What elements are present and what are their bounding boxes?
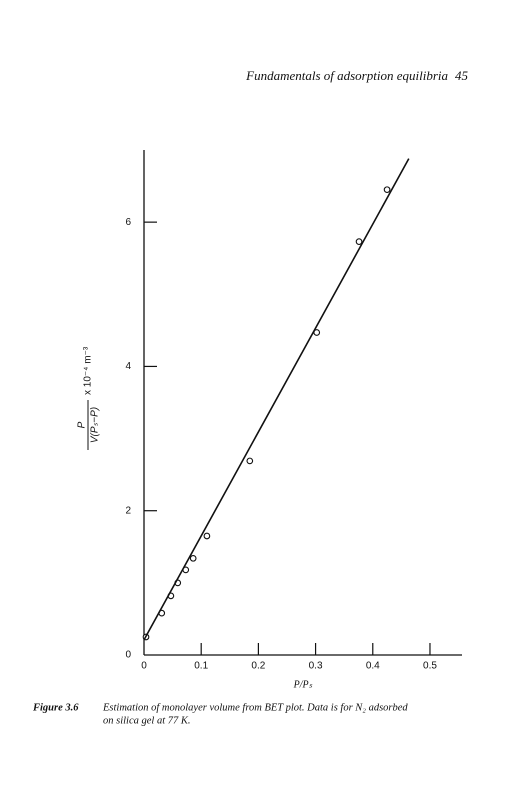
caption-label: Figure 3.6 — [32, 702, 79, 713]
x-tick-label: 0.2 — [251, 661, 265, 672]
data-point — [203, 532, 211, 540]
data-point — [383, 186, 391, 194]
page-number: 45 — [455, 68, 469, 83]
y-label-denominator: V(Pₛ−P) — [90, 407, 101, 443]
running-head: Fundamentals of adsorption equilibria — [245, 68, 448, 83]
data-point — [246, 457, 254, 465]
y-label-factor: x 10⁻⁴ m⁻³ — [83, 346, 94, 395]
x-tick-label: 0.3 — [309, 661, 323, 672]
x-tick-label: 0.5 — [423, 661, 437, 672]
caption-line: on silica gel at 77 K. — [103, 715, 191, 726]
y-tick-label: 6 — [125, 217, 131, 228]
data-point — [189, 554, 197, 562]
x-tick-label: 0 — [141, 661, 147, 672]
y-axis-label: P V(Pₛ−P) x 10⁻⁴ m⁻³ — [77, 346, 101, 450]
caption-line: Estimation of monolayer volume from BET … — [102, 702, 408, 713]
y-label-numerator: P — [77, 421, 88, 428]
data-point — [355, 238, 363, 245]
y-tick-label: 4 — [125, 361, 131, 372]
x-tick-label: 0.4 — [366, 661, 380, 672]
y-tick-label: 2 — [125, 505, 131, 516]
y-tick-label: 0 — [125, 650, 131, 661]
x-tick-label: 0.1 — [194, 661, 208, 672]
fit-line — [143, 158, 410, 641]
x-axis-label: P/Pₛ — [293, 679, 313, 690]
